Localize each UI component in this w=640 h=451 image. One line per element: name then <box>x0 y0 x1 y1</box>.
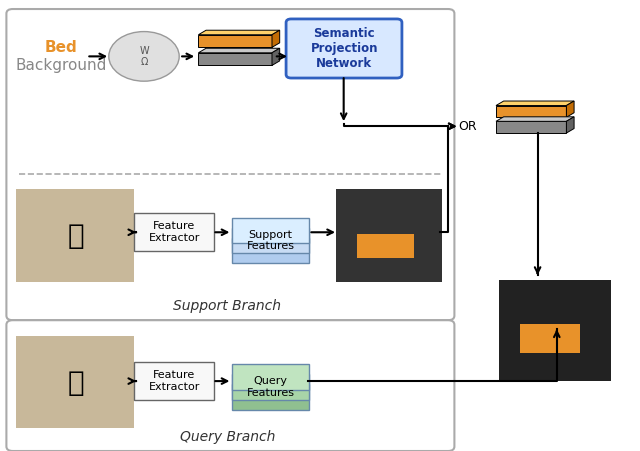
FancyBboxPatch shape <box>286 19 402 78</box>
FancyBboxPatch shape <box>232 384 309 410</box>
Polygon shape <box>496 106 566 117</box>
Text: OR: OR <box>458 120 477 133</box>
Circle shape <box>109 32 179 81</box>
FancyBboxPatch shape <box>16 336 134 428</box>
FancyBboxPatch shape <box>6 9 454 320</box>
Polygon shape <box>566 101 574 117</box>
Text: Feature
Extractor: Feature Extractor <box>148 221 200 243</box>
Text: 🏠: 🏠 <box>67 222 84 250</box>
Polygon shape <box>272 48 280 65</box>
FancyBboxPatch shape <box>520 324 580 353</box>
Text: Feature
Extractor: Feature Extractor <box>148 370 200 391</box>
Polygon shape <box>198 53 272 65</box>
FancyBboxPatch shape <box>357 234 414 258</box>
FancyBboxPatch shape <box>232 374 309 400</box>
Polygon shape <box>272 30 280 47</box>
Polygon shape <box>496 101 574 106</box>
Text: Bed: Bed <box>44 40 77 55</box>
FancyBboxPatch shape <box>499 280 611 381</box>
Text: Semantic
Projection
Network: Semantic Projection Network <box>310 27 378 70</box>
FancyBboxPatch shape <box>134 213 214 251</box>
FancyBboxPatch shape <box>232 228 309 253</box>
Text: 🏠: 🏠 <box>67 369 84 397</box>
FancyBboxPatch shape <box>134 362 214 400</box>
FancyBboxPatch shape <box>232 218 309 243</box>
Polygon shape <box>198 30 280 35</box>
Text: Support
Features: Support Features <box>246 230 294 251</box>
Polygon shape <box>496 121 566 133</box>
Polygon shape <box>198 35 272 47</box>
Text: Support Branch: Support Branch <box>173 299 281 313</box>
FancyBboxPatch shape <box>232 364 309 390</box>
Polygon shape <box>566 117 574 133</box>
Text: W
Ω: W Ω <box>139 46 149 67</box>
Text: Background: Background <box>15 58 106 73</box>
Polygon shape <box>198 48 280 53</box>
Polygon shape <box>496 117 574 121</box>
FancyBboxPatch shape <box>336 189 442 282</box>
Text: Query Branch: Query Branch <box>179 430 275 444</box>
Text: Query
Features: Query Features <box>246 376 294 398</box>
FancyBboxPatch shape <box>16 189 134 282</box>
FancyBboxPatch shape <box>6 320 454 451</box>
FancyBboxPatch shape <box>232 238 309 263</box>
